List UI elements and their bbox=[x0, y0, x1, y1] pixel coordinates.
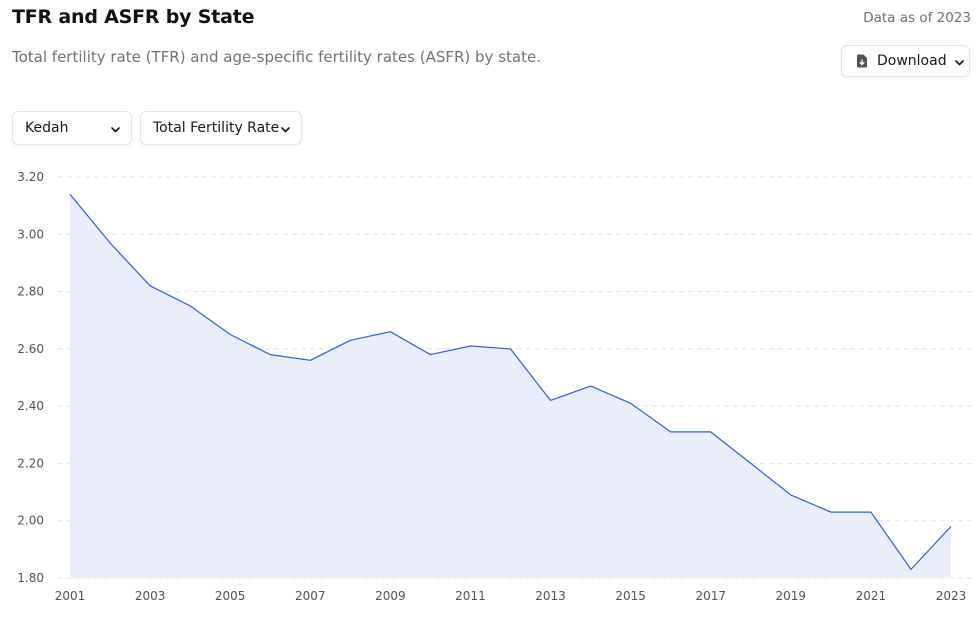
page-subtitle: Total fertility rate (TFR) and age-speci… bbox=[12, 48, 541, 66]
data-point[interactable] bbox=[868, 510, 873, 515]
download-button[interactable]: Download bbox=[841, 45, 970, 77]
data-point[interactable] bbox=[468, 343, 473, 348]
data-point[interactable] bbox=[668, 429, 673, 434]
data-point[interactable] bbox=[548, 398, 553, 403]
x-tick-label: 2011 bbox=[455, 589, 486, 603]
x-tick-label: 2001 bbox=[55, 589, 86, 603]
data-point[interactable] bbox=[949, 524, 954, 529]
data-point[interactable] bbox=[508, 346, 513, 351]
chevron-down-icon bbox=[280, 123, 291, 134]
metric-select-value: Total Fertility Rate bbox=[153, 120, 280, 136]
data-point[interactable] bbox=[348, 338, 353, 343]
page-title: TFR and ASFR by State bbox=[12, 6, 255, 28]
state-select[interactable]: Kedah bbox=[12, 111, 132, 145]
x-tick-label: 2007 bbox=[295, 589, 326, 603]
y-tick-label: 3.20 bbox=[17, 170, 44, 184]
data-point[interactable] bbox=[628, 401, 633, 406]
y-tick-label: 2.40 bbox=[17, 399, 44, 413]
x-tick-label: 2019 bbox=[776, 589, 807, 603]
download-label: Download bbox=[877, 53, 947, 69]
y-tick-label: 2.00 bbox=[17, 514, 44, 528]
y-tick-label: 2.60 bbox=[17, 342, 44, 356]
data-point[interactable] bbox=[428, 352, 433, 357]
tfr-series-line bbox=[69, 193, 952, 570]
metric-select[interactable]: Total Fertility Rate bbox=[140, 111, 302, 145]
data-point[interactable] bbox=[68, 192, 73, 197]
data-as-of-label: Data as of 2023 bbox=[863, 10, 971, 26]
x-tick-label: 2009 bbox=[375, 589, 406, 603]
chevron-down-icon bbox=[110, 123, 121, 134]
file-download-icon bbox=[856, 54, 868, 68]
x-tick-label: 2015 bbox=[615, 589, 646, 603]
data-point[interactable] bbox=[268, 352, 273, 357]
data-point[interactable] bbox=[828, 510, 833, 515]
data-point[interactable] bbox=[908, 567, 913, 572]
tfr-area-fill bbox=[70, 194, 951, 578]
x-tick-label: 2017 bbox=[695, 589, 726, 603]
x-tick-label: 2021 bbox=[856, 589, 887, 603]
data-point[interactable] bbox=[308, 358, 313, 363]
x-tick-label: 2003 bbox=[135, 589, 166, 603]
y-tick-label: 2.20 bbox=[17, 456, 44, 470]
state-select-value: Kedah bbox=[25, 120, 69, 136]
y-tick-label: 2.80 bbox=[17, 285, 44, 299]
data-point[interactable] bbox=[388, 329, 393, 334]
chevron-down-icon bbox=[954, 56, 965, 67]
x-tick-label: 2005 bbox=[215, 589, 246, 603]
x-tick-label: 2023 bbox=[936, 589, 967, 603]
y-tick-label: 3.00 bbox=[17, 227, 44, 241]
y-tick-label: 1.80 bbox=[17, 571, 44, 585]
data-point[interactable] bbox=[708, 429, 713, 434]
data-point[interactable] bbox=[228, 332, 233, 337]
x-tick-label: 2013 bbox=[535, 589, 566, 603]
data-point[interactable] bbox=[788, 492, 793, 497]
data-point[interactable] bbox=[588, 384, 593, 389]
data-point[interactable] bbox=[108, 240, 113, 245]
tfr-area-chart: 3.20 3.00 2.80 2.60 2.40 2.20 2.00 1.80 2001 200… bbox=[17, 170, 975, 603]
data-point[interactable] bbox=[188, 303, 193, 308]
data-point[interactable] bbox=[748, 461, 753, 466]
data-point[interactable] bbox=[148, 283, 153, 288]
